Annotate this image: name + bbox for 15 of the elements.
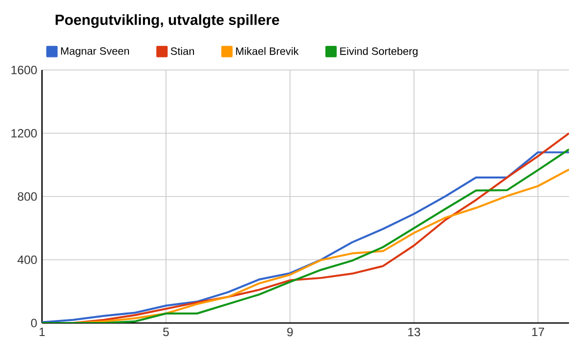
x-tick-label: 5 [163, 328, 169, 336]
y-tick-label: 1600 [12, 66, 37, 74]
y-tick-label: 800 [18, 192, 37, 201]
chart-title: Poengutvikling, utvalgte spillere [56, 14, 280, 28]
legend-label: Magnar Sveen [61, 47, 129, 57]
x-tick-label: 9 [287, 328, 293, 336]
legend-label: Mikael Brevik [236, 47, 299, 55]
x-tick-label: 13 [408, 328, 420, 336]
legend-label: Eivind Sorteberg [340, 47, 418, 58]
y-tick-label: 0 [31, 318, 37, 328]
y-tick-label: 400 [18, 255, 37, 264]
x-tick-label: 17 [532, 328, 544, 336]
y-tick-label: 1200 [12, 129, 37, 138]
legend-label: Stian [170, 47, 194, 55]
x-tick-label: 1 [40, 328, 45, 336]
